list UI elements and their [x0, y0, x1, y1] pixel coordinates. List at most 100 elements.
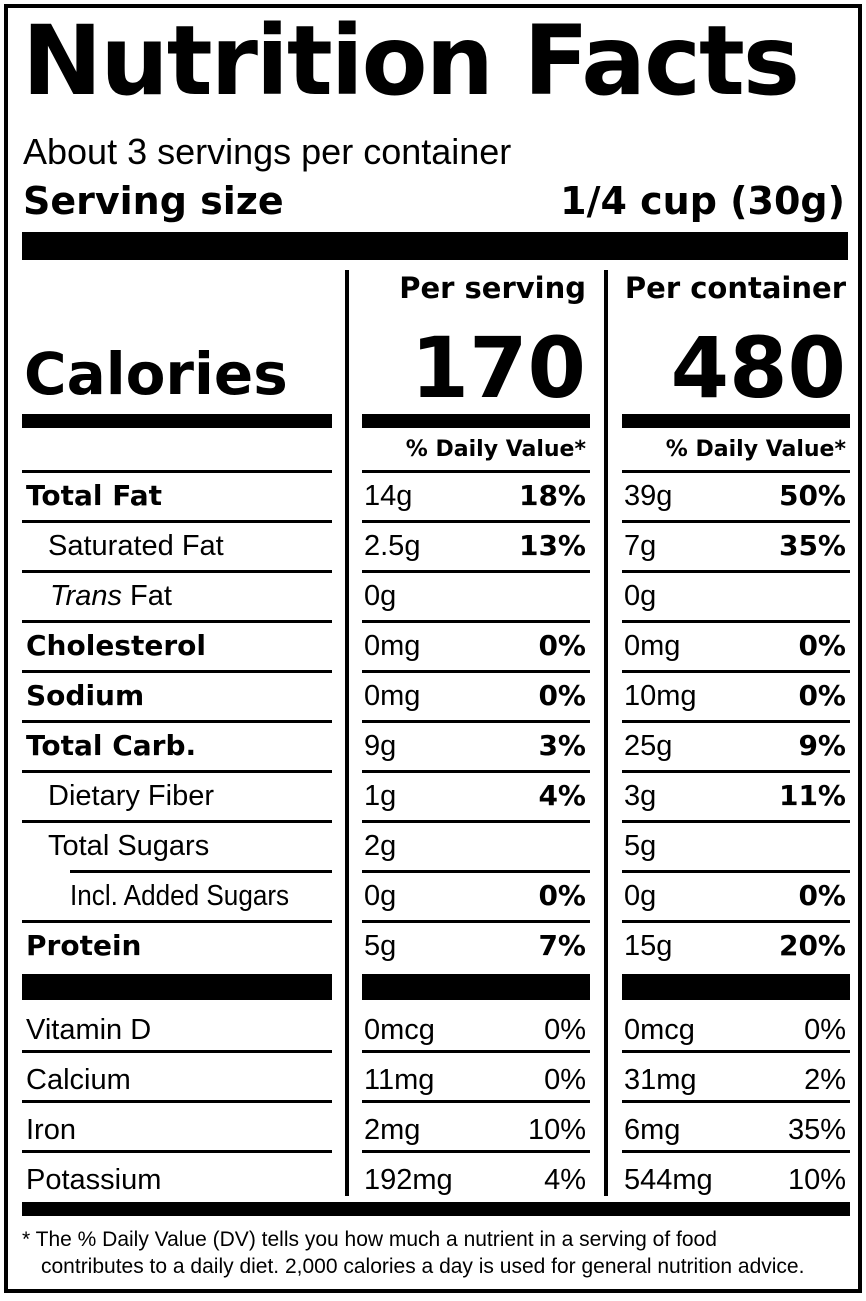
row-divider-serving	[362, 820, 590, 823]
row-divider-container	[622, 820, 850, 823]
row-divider-name	[22, 520, 332, 523]
serving-amount: 192mg	[364, 1164, 453, 1196]
serving-amount: 0mg	[364, 630, 421, 662]
container-daily-value: 50%	[778, 479, 846, 512]
serving-size-label: Serving size	[23, 179, 284, 223]
row-divider-serving	[362, 570, 590, 573]
calories-divider-left	[22, 414, 332, 428]
container-amount: 15g	[624, 930, 673, 962]
row-divider-serving	[362, 670, 590, 673]
row-divider-container	[622, 770, 850, 773]
serving-amount: 5g	[364, 930, 397, 962]
calories-divider-middle	[362, 414, 590, 428]
container-daily-value: 0%	[804, 1014, 846, 1046]
row-divider-serving	[362, 720, 590, 723]
bottom-divider	[22, 1202, 850, 1216]
nutrient-name: Total Carb.	[26, 729, 197, 762]
row-divider-serving	[362, 620, 590, 623]
serving-daily-value: 7%	[538, 929, 586, 962]
container-daily-value: 2%	[804, 1064, 846, 1096]
row-divider-container	[622, 870, 850, 873]
vitamin-divider-name	[22, 1150, 332, 1153]
per-container-heading: Per container	[624, 271, 846, 305]
calories-per-container: 480	[670, 319, 846, 417]
container-amount: 0mg	[624, 630, 681, 662]
container-amount: 10mg	[624, 680, 697, 712]
container-amount: 7g	[624, 530, 657, 562]
serving-daily-value: 0%	[544, 1014, 586, 1046]
container-amount: 0g	[624, 880, 657, 912]
vitamin-divider-container	[622, 1150, 850, 1153]
row-divider-container	[622, 570, 850, 573]
serving-amount: 0g	[364, 880, 397, 912]
container-daily-value: 35%	[787, 1114, 846, 1146]
vitamin-divider-container	[622, 1050, 850, 1053]
daily-value-header-container: % Daily Value*	[665, 437, 846, 462]
serving-amount: 1g	[364, 780, 397, 812]
container-daily-value: 0%	[798, 629, 846, 662]
nutrient-name: Dietary Fiber	[48, 780, 214, 812]
row-divider-serving	[362, 520, 590, 523]
nutrient-name: Total Sugars	[48, 830, 210, 862]
nutrient-name: Total Fat	[26, 479, 163, 512]
column-divider-left	[345, 270, 349, 1196]
row-divider-container	[622, 920, 850, 923]
nutrient-name-suffix: Fat	[121, 580, 172, 612]
per-serving-heading: Per serving	[399, 271, 586, 305]
vitamin-name: Vitamin D	[26, 1014, 152, 1046]
vitamins-divider-right	[622, 974, 850, 1000]
serving-daily-value: 4%	[544, 1164, 586, 1196]
serving-amount: 9g	[364, 730, 397, 762]
serving-amount: 0mg	[364, 680, 421, 712]
row-divider-serving	[362, 870, 590, 873]
container-daily-value: 0%	[798, 679, 846, 712]
container-daily-value: 10%	[787, 1164, 846, 1196]
row-divider-name	[70, 870, 332, 873]
footnote-line-1: * The % Daily Value (DV) tells you how m…	[22, 1228, 717, 1251]
row-divider-name	[22, 670, 332, 673]
nutrient-name: Sodium	[26, 679, 145, 712]
row-divider-container	[622, 520, 850, 523]
row-divider-container	[622, 620, 850, 623]
row-divider-serving	[362, 920, 590, 923]
nutrient-name: Incl. Added Sugars	[70, 880, 290, 912]
serving-daily-value: 10%	[527, 1114, 586, 1146]
vitamin-divider-name	[22, 1100, 332, 1103]
calories-per-serving: 170	[410, 319, 586, 417]
vitamin-name: Calcium	[26, 1064, 131, 1096]
vitamin-divider-serving	[362, 1050, 590, 1053]
vitamin-divider-serving	[362, 1100, 590, 1103]
serving-daily-value: 0%	[544, 1064, 586, 1096]
serving-amount: 14g	[364, 480, 413, 512]
nutrient-name: Cholesterol	[26, 629, 206, 662]
thick-divider	[22, 232, 848, 260]
container-amount: 5g	[624, 830, 657, 862]
row-divider-container	[622, 720, 850, 723]
serving-amount: 2.5g	[364, 530, 421, 562]
serving-daily-value: 4%	[538, 779, 586, 812]
row-divider-name	[22, 620, 332, 623]
container-amount: 3g	[624, 780, 657, 812]
calories-divider-right	[622, 414, 850, 428]
calories-label: Calories	[24, 340, 288, 408]
vitamin-divider-container	[622, 1100, 850, 1103]
serving-daily-value: 18%	[518, 479, 586, 512]
column-divider-right	[604, 270, 608, 1196]
nutrient-name: Protein	[26, 929, 142, 962]
row-divider-serving	[362, 470, 590, 473]
container-amount: 0g	[624, 580, 657, 612]
serving-amount: 0g	[364, 580, 397, 612]
row-divider-container	[622, 470, 850, 473]
serving-daily-value: 3%	[538, 729, 586, 762]
serving-amount: 2mg	[364, 1114, 421, 1146]
row-divider-name	[22, 820, 332, 823]
container-daily-value: 20%	[778, 929, 846, 962]
vitamin-name: Potassium	[26, 1164, 162, 1196]
container-amount: 25g	[624, 730, 673, 762]
row-divider-name	[22, 470, 332, 473]
serving-amount: 0mcg	[364, 1014, 435, 1046]
nutrient-name-italic: Trans	[50, 580, 122, 612]
vitamin-name: Iron	[26, 1114, 76, 1146]
row-divider-serving	[362, 770, 590, 773]
nutrition-facts-label: Nutrition Facts About 3 servings per con…	[4, 4, 862, 1293]
